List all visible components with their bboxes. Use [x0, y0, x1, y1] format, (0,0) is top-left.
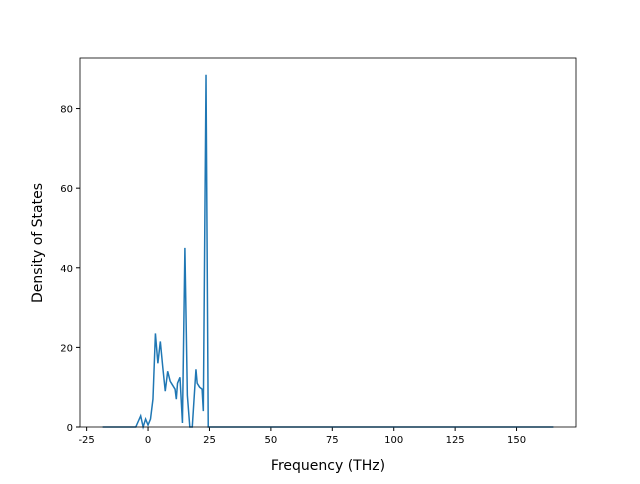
x-tick-label: -25 [78, 435, 94, 446]
x-tick-label: 50 [265, 435, 278, 446]
y-axis-label: Density of States [30, 183, 46, 303]
y-tick-label: 0 [67, 423, 73, 434]
x-tick-label: 25 [203, 435, 216, 446]
x-tick-label: 100 [384, 435, 403, 446]
x-tick-label: 75 [326, 435, 339, 446]
x-axis-label: Frequency (THz) [271, 458, 385, 474]
y-tick-label: 80 [60, 105, 73, 116]
line [102, 74, 554, 430]
x-tick-label: 0 [145, 435, 151, 446]
y-tick-label: 40 [60, 264, 73, 275]
y-tick-label: 60 [60, 184, 73, 195]
x-tick-label: 150 [507, 435, 526, 446]
x-tick-label: 125 [446, 435, 465, 446]
y-tick-label: 20 [60, 343, 73, 354]
plot-frame [79, 57, 577, 428]
